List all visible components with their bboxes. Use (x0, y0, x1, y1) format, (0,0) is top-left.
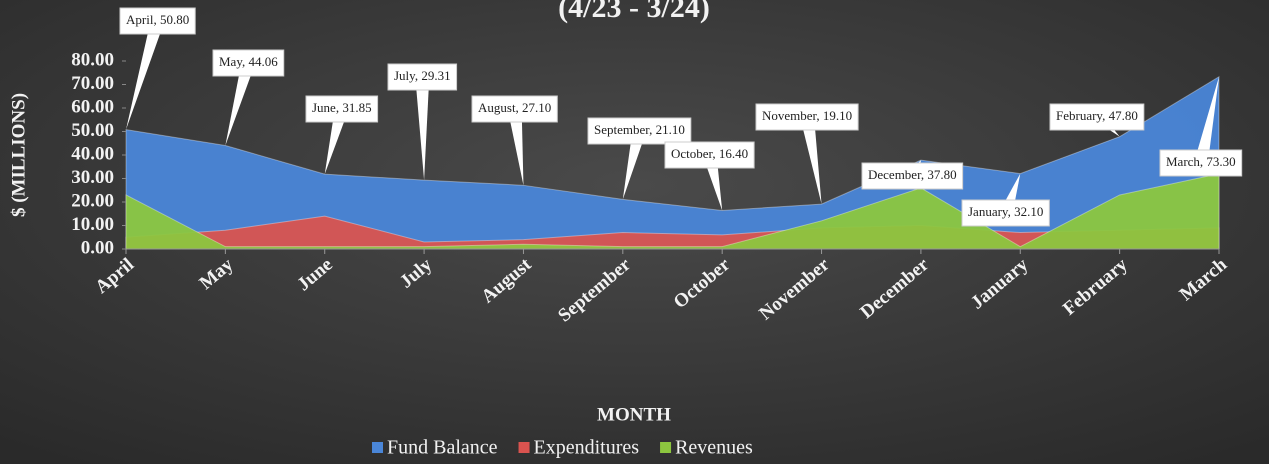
callout-box (664, 141, 755, 169)
callout-pointer (1089, 117, 1120, 137)
legend-label: Expenditures (534, 437, 640, 459)
data-label: October, 16.40 (671, 146, 748, 161)
callout-box (1049, 103, 1145, 131)
callout-box (861, 162, 964, 190)
y-tick-label: 0.00 (81, 237, 114, 258)
data-label: June, 31.85 (312, 100, 372, 115)
y-tick-label: 40.00 (71, 143, 114, 164)
callout: January, 32.10 (961, 173, 1050, 227)
legend: Fund Balance Expenditures Revenues (372, 437, 753, 459)
legend-swatch (518, 442, 530, 453)
callout: July, 29.31 (387, 63, 458, 181)
callout: March, 73.30 (1159, 76, 1243, 177)
callout: August, 27.10 (471, 95, 558, 186)
data-label: February, 47.80 (1056, 108, 1138, 123)
data-label: April, 50.80 (126, 12, 189, 27)
callout-box (387, 63, 458, 91)
callout-box (471, 95, 558, 123)
callout: December, 37.80 (861, 160, 964, 190)
legend-swatch (372, 442, 383, 453)
y-tick-label: 60.00 (71, 96, 114, 117)
callout: November, 19.10 (755, 103, 859, 205)
callout-box (1159, 149, 1243, 177)
callout-pointer (225, 63, 256, 146)
callout: September, 21.10 (587, 117, 692, 200)
callout: October, 16.40 (664, 141, 755, 211)
y-tick-label: 80.00 (71, 49, 114, 70)
callout-box (305, 95, 379, 123)
legend-label: Fund Balance (387, 437, 498, 459)
callout-box (119, 7, 196, 35)
callout-pointer (622, 131, 647, 200)
y-tick-label: 50.00 (71, 120, 114, 141)
callout: February, 47.80 (1049, 103, 1145, 137)
area (125, 173, 1220, 250)
y-tick-label: 70.00 (71, 73, 114, 94)
callout-pointer (702, 155, 723, 211)
callout-pointer (126, 21, 165, 130)
data-label: March, 73.30 (1166, 154, 1236, 169)
callout: April, 50.80 (119, 7, 196, 130)
plot: April, 50.80 May, 44.06 June, 31.85 July, 2… (119, 7, 1243, 250)
callout: May, 44.06 (212, 49, 285, 146)
callout-pointer (324, 109, 349, 175)
callout-pointer (1193, 76, 1219, 163)
legend-swatch (660, 442, 672, 453)
callout-pointer (415, 77, 430, 181)
data-label: January, 32.10 (968, 204, 1043, 219)
data-label: July, 29.31 (394, 68, 451, 83)
callout: June, 31.85 (305, 95, 379, 175)
callout-pointer (800, 117, 822, 205)
y-tick-label: 10.00 (71, 214, 114, 235)
data-label: August, 27.10 (478, 100, 551, 115)
data-label: September, 21.10 (594, 122, 685, 137)
data-label: November, 19.10 (762, 108, 852, 123)
data-label: May, 44.06 (219, 54, 278, 69)
chart-title: (4/23 - 3/24) (558, 0, 710, 24)
y-axis-title: $ (MILLIONS) (8, 93, 29, 217)
y-tick-label: 30.00 (71, 167, 114, 188)
callout-box (961, 199, 1050, 227)
data-label: December, 37.80 (868, 167, 957, 182)
callout-box (755, 103, 859, 131)
y-tick-label: 20.00 (71, 190, 114, 211)
callout-box (587, 117, 692, 145)
callout-pointer (507, 109, 524, 186)
legend-label: Revenues (675, 437, 753, 459)
x-axis-title: MONTH (597, 404, 671, 425)
callout-box (212, 49, 285, 77)
